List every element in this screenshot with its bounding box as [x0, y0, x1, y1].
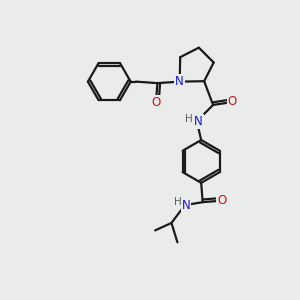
Text: N: N [194, 116, 203, 128]
Text: H: H [173, 196, 181, 207]
Text: O: O [218, 194, 226, 207]
Text: O: O [228, 95, 237, 109]
Text: O: O [151, 96, 160, 109]
Text: N: N [175, 75, 184, 88]
Text: H: H [184, 114, 192, 124]
Text: N: N [182, 199, 190, 212]
